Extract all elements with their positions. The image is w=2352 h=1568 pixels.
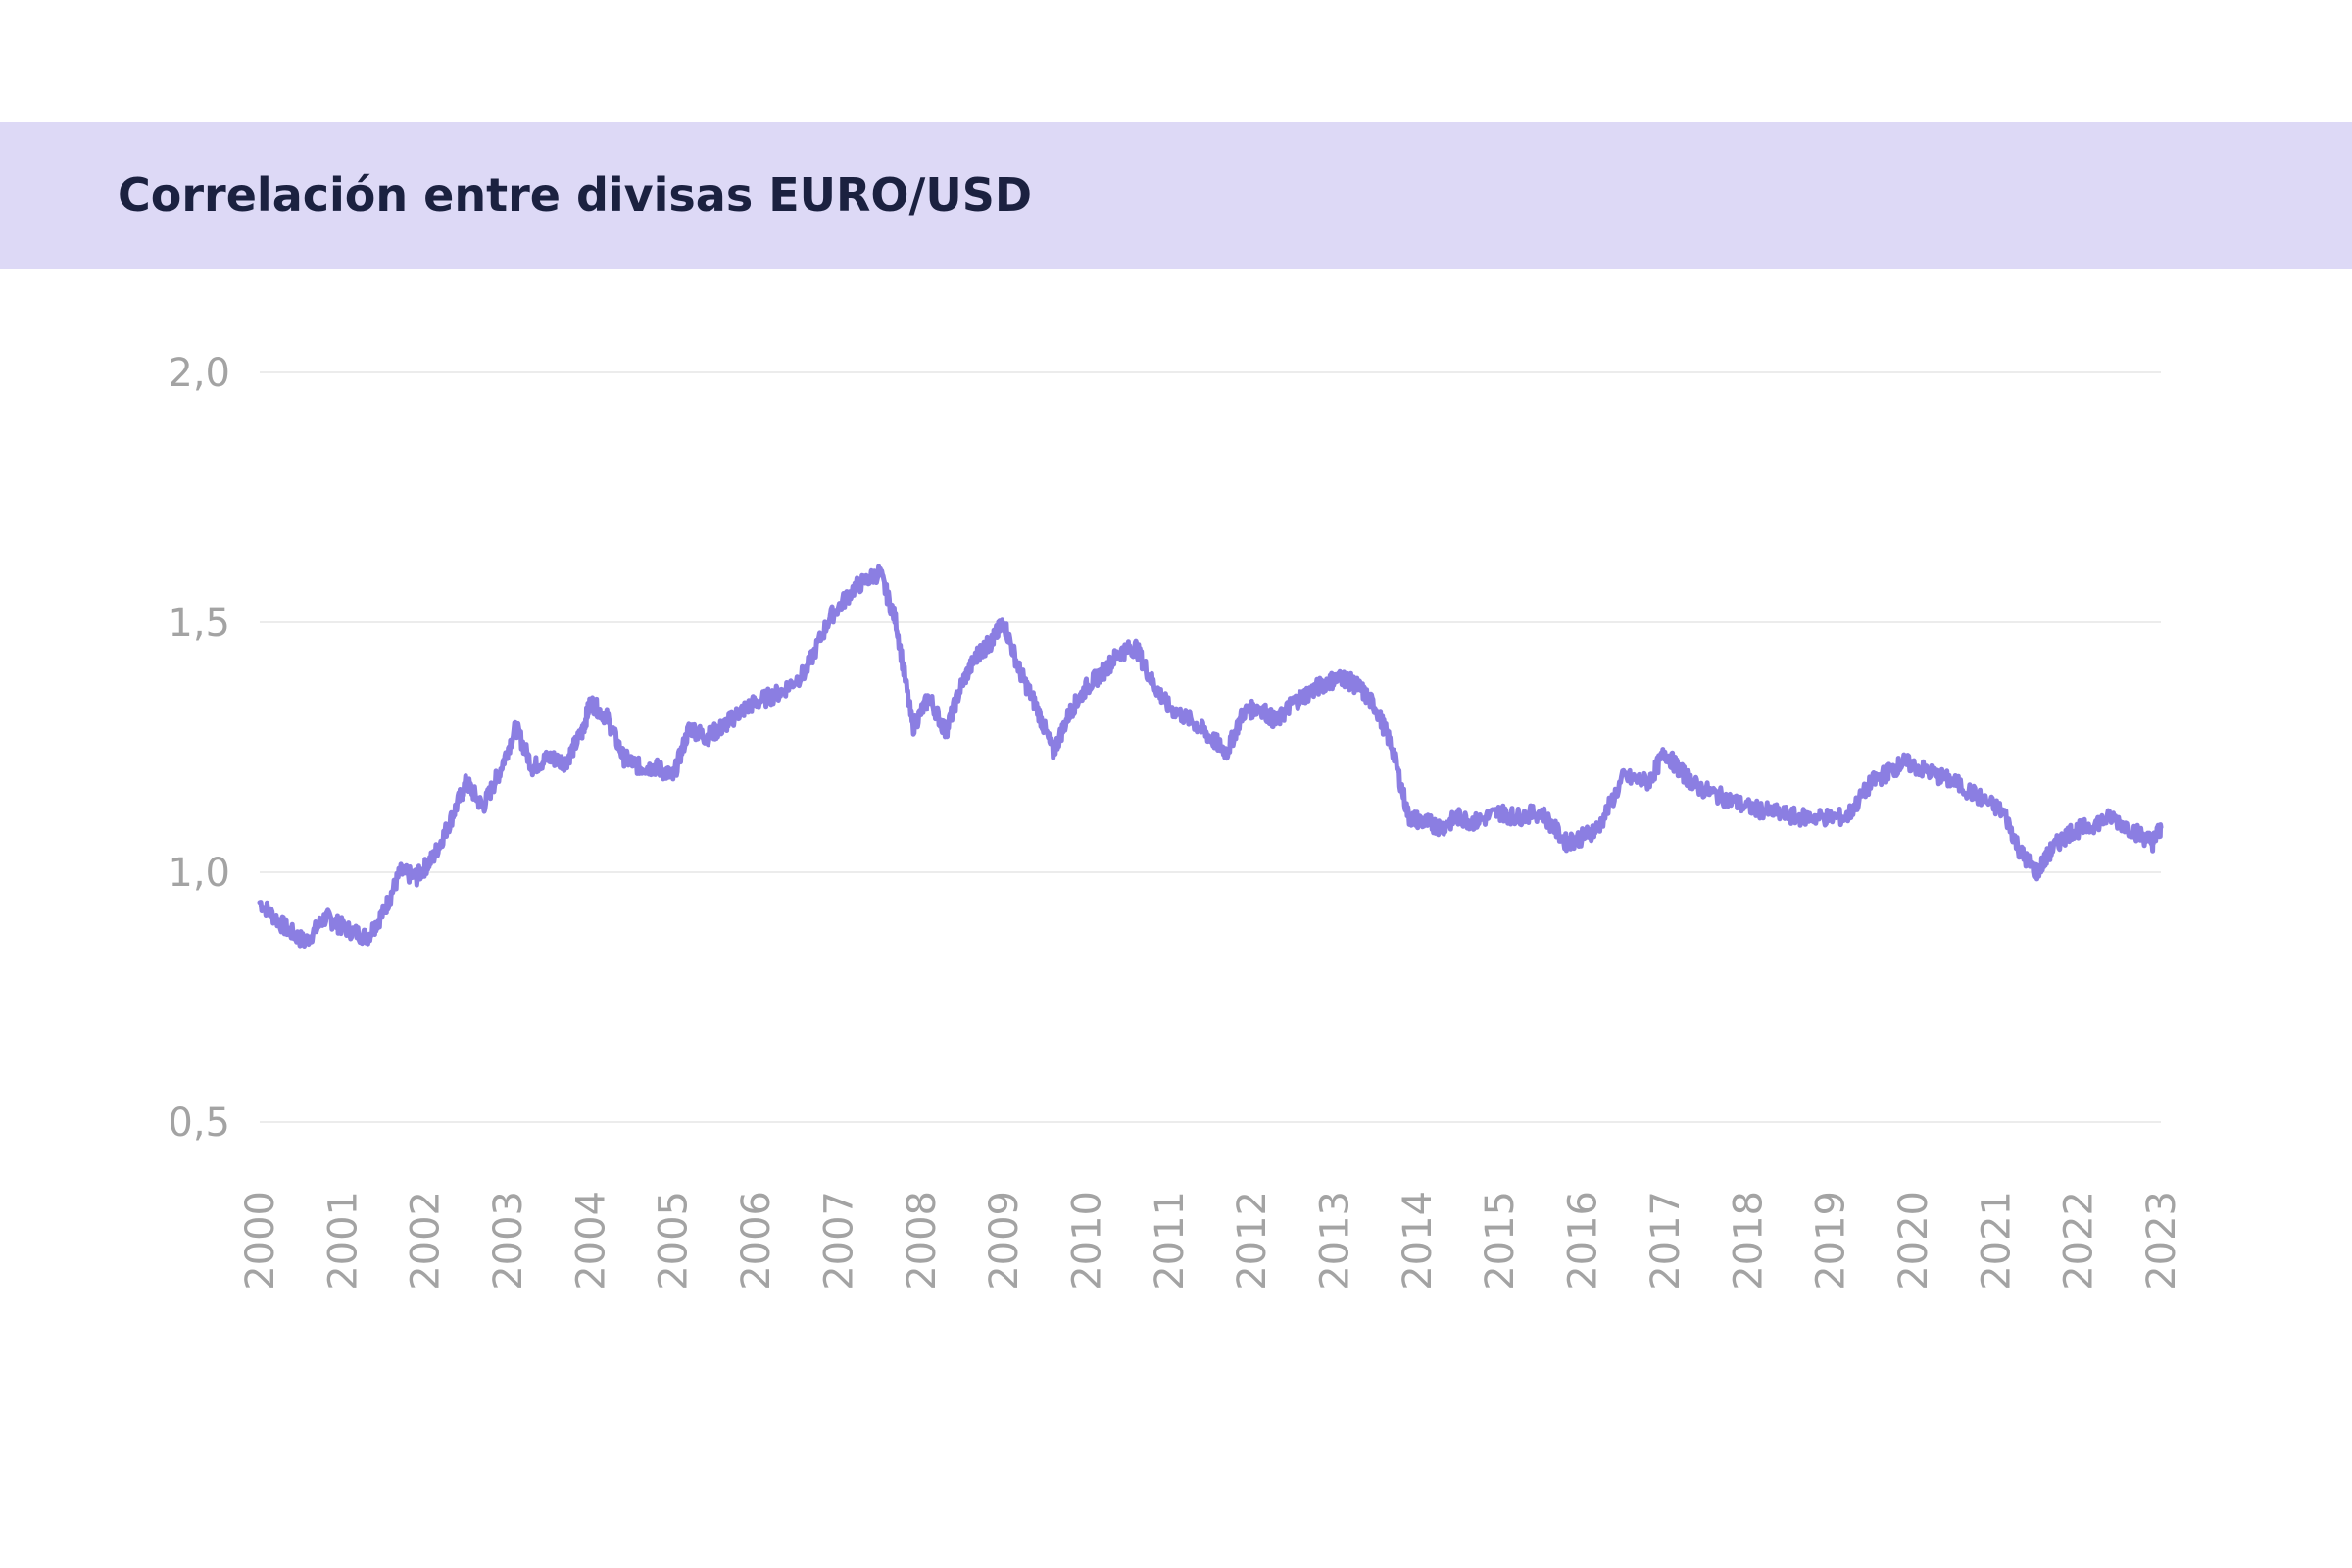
- x-tick-label: 2008: [900, 1191, 945, 1291]
- x-tick-label: 2021: [1974, 1191, 2019, 1291]
- x-tick-label: 2013: [1313, 1191, 1358, 1291]
- x-tick-label: 2000: [238, 1191, 283, 1291]
- x-tick-label: 2014: [1396, 1191, 1441, 1291]
- y-tick-label: 1,0: [168, 851, 230, 896]
- x-tick-label: 2006: [734, 1191, 779, 1291]
- x-tick-label: 2017: [1643, 1191, 1689, 1291]
- series-line-euro-usd: [257, 564, 2164, 949]
- y-tick-label: 2,0: [168, 351, 230, 396]
- y-tick-label: 0,5: [168, 1101, 230, 1146]
- x-tick-label: 2010: [1064, 1191, 1109, 1291]
- x-tick-label: 2011: [1148, 1191, 1193, 1291]
- x-tick-label: 2018: [1726, 1191, 1771, 1291]
- x-axis-ticks: 2000 2001 2002 2003 2004 2005 2006 2007 2008 2009…: [238, 1191, 2184, 1291]
- x-tick-label: 2023: [2139, 1191, 2184, 1291]
- x-tick-label: 2015: [1478, 1191, 1523, 1291]
- x-tick-label: 2020: [1891, 1191, 1936, 1291]
- x-tick-label: 2019: [1809, 1191, 1854, 1291]
- grid-lines: [260, 371, 2161, 1123]
- x-tick-label: 2009: [982, 1191, 1027, 1291]
- chart-title: Correlación entre divisas EURO/USD: [118, 169, 1033, 221]
- x-tick-label: 2003: [486, 1191, 531, 1291]
- y-axis-ticks: 0,5 1,0 1,5 2,0: [168, 351, 230, 1146]
- x-tick-label: 2005: [652, 1191, 697, 1291]
- x-tick-label: 2002: [404, 1191, 449, 1291]
- x-tick-label: 2001: [320, 1191, 366, 1291]
- x-tick-label: 2022: [2057, 1191, 2102, 1291]
- x-tick-label: 2012: [1230, 1191, 1275, 1291]
- chart-header: Correlación entre divisas EURO/USD: [0, 122, 2352, 269]
- y-tick-label: 1,5: [168, 601, 230, 646]
- x-tick-label: 2007: [816, 1191, 861, 1291]
- x-tick-label: 2004: [568, 1191, 613, 1291]
- x-tick-label: 2016: [1561, 1191, 1606, 1291]
